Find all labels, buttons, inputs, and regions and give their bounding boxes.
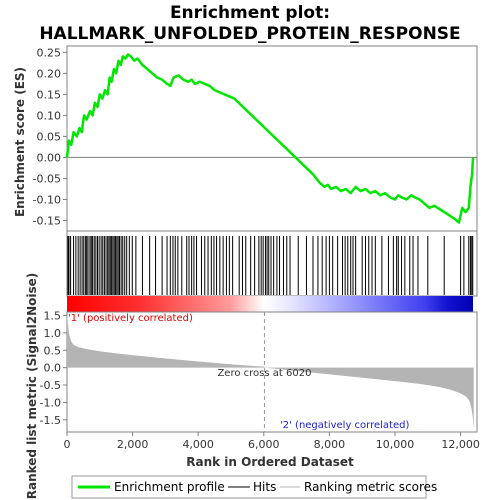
legend: Enrichment profile Hits Ranking metric s… bbox=[71, 475, 437, 499]
legend-metric-label: Ranking metric scores bbox=[304, 480, 437, 494]
metric-tick-label: 0.0 bbox=[44, 362, 62, 375]
zero-cross-label: Zero cross at 6020 bbox=[217, 368, 311, 379]
es-panel bbox=[66, 45, 478, 232]
es-tick-label: 0.25 bbox=[37, 46, 62, 59]
legend-hits-label: Hits bbox=[253, 480, 276, 494]
metric-tick-label: 1.0 bbox=[44, 327, 62, 340]
es-tick-label: -0.05 bbox=[33, 172, 61, 185]
x-tick-label: 0 bbox=[64, 438, 71, 451]
metric-tick-label: -1.5 bbox=[40, 414, 61, 427]
es-tick-label: 0.20 bbox=[37, 67, 62, 80]
x-tick-label: 6,000 bbox=[248, 438, 280, 451]
es-tick-label: -0.15 bbox=[33, 214, 61, 227]
negative-correlated-label: '2' (negatively correlated) bbox=[280, 420, 409, 431]
chart-title-line2: HALLMARK_UNFOLDED_PROTEIN_RESPONSE bbox=[39, 24, 460, 44]
legend-es-label: Enrichment profile bbox=[114, 480, 225, 494]
x-tick-label: 4,000 bbox=[182, 438, 214, 451]
x-axis-title: Rank in Ordered Dataset bbox=[186, 455, 354, 469]
enrichment-profile-line bbox=[65, 53, 475, 224]
x-tick-label: 2,000 bbox=[117, 438, 149, 451]
metric-axis-title: Ranked list metric (Signal2Noise) bbox=[25, 273, 39, 500]
es-tick-label: 0.05 bbox=[37, 130, 62, 143]
ranked-color-bar bbox=[67, 296, 473, 312]
positive-correlated-label: '1' (positively correlated) bbox=[68, 313, 193, 324]
ranking-metric-area bbox=[67, 312, 474, 430]
metric-tick-label: 1.5 bbox=[44, 309, 62, 322]
metric-tick-label: 0.5 bbox=[44, 344, 62, 357]
hits-panel bbox=[66, 230, 478, 297]
x-tick-label: 12,000 bbox=[441, 438, 480, 451]
es-tick-label: -0.10 bbox=[33, 193, 61, 206]
es-tick-label: 0.10 bbox=[37, 109, 62, 122]
metric-tick-label: -1.0 bbox=[40, 396, 61, 409]
es-axis-title: Enrichment score (ES) bbox=[13, 67, 27, 217]
chart-title-line1: Enrichment plot: bbox=[170, 3, 330, 23]
x-tick-label: 10,000 bbox=[376, 438, 415, 451]
metric-tick-label: -0.5 bbox=[40, 379, 61, 392]
es-tick-label: 0.15 bbox=[37, 88, 62, 101]
es-tick-label: 0.00 bbox=[37, 151, 62, 164]
x-tick-label: 8,000 bbox=[314, 438, 346, 451]
